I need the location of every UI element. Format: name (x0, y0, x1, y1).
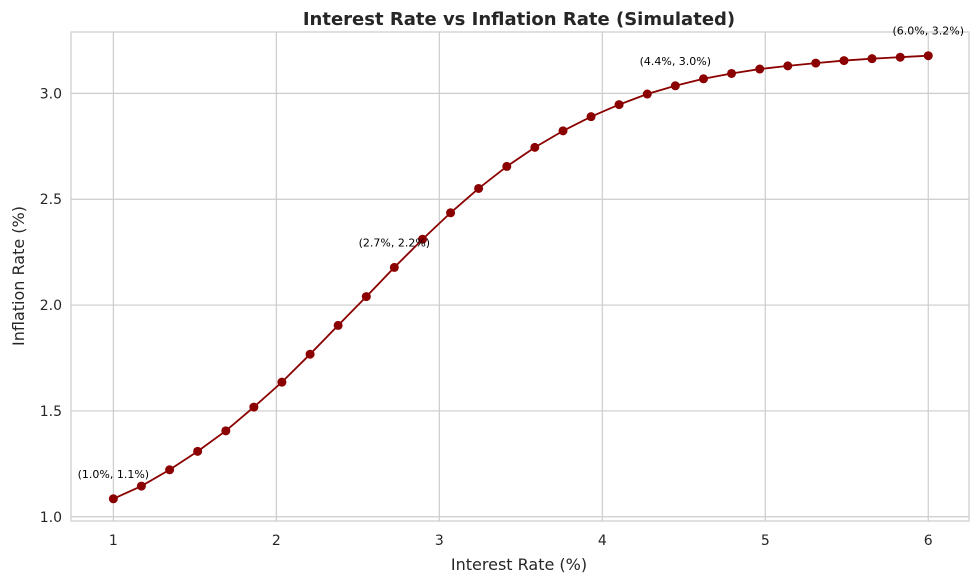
data-point (642, 89, 652, 99)
point-annotation: (6.0%, 3.2%) (893, 25, 964, 38)
series-line (112, 54, 929, 500)
data-point (530, 142, 540, 152)
data-point (727, 68, 737, 78)
data-point (333, 320, 343, 330)
x-tick-label: 3 (435, 533, 444, 549)
data-point (249, 402, 259, 412)
data-point (165, 465, 175, 475)
y-tick-label: 2.5 (40, 192, 62, 208)
data-point (783, 61, 793, 71)
annotations: (1.0%, 1.1%) (2.7%, 2.2%) (4.4%, 3.0%) (6.0… (78, 25, 964, 481)
x-axis-ticks: 1 2 3 4 5 6 (109, 533, 933, 549)
data-point (277, 377, 287, 387)
data-point (418, 234, 428, 244)
data-point (389, 262, 399, 272)
data-point (108, 494, 118, 504)
x-tick-label: 6 (924, 533, 933, 549)
data-point (811, 58, 821, 68)
data-point (867, 54, 877, 64)
grid (71, 32, 969, 521)
chart-title: Interest Rate vs Inflation Rate (Simulat… (303, 9, 735, 30)
y-tick-label: 3.0 (40, 86, 62, 102)
data-point (614, 100, 624, 110)
data-point (221, 426, 231, 436)
data-point (305, 349, 315, 359)
y-tick-label: 2.0 (40, 298, 62, 314)
data-point (193, 446, 203, 456)
data-point (755, 64, 765, 74)
x-tick-label: 5 (761, 533, 770, 549)
x-tick-label: 2 (272, 533, 281, 549)
plot-frame (70, 31, 970, 522)
data-point (670, 81, 680, 91)
data-point (361, 292, 371, 302)
x-tick-label: 1 (109, 533, 118, 549)
y-tick-label: 1.5 (40, 404, 62, 420)
point-annotation: (4.4%, 3.0%) (640, 55, 711, 68)
x-tick-label: 4 (598, 533, 607, 549)
data-point (699, 74, 709, 84)
point-annotation: (1.0%, 1.1%) (78, 468, 149, 481)
data-point (446, 208, 456, 218)
x-axis-label: Interest Rate (%) (451, 555, 587, 574)
point-annotation: (2.7%, 2.2%) (359, 236, 430, 249)
data-point (923, 51, 933, 61)
data-point (502, 161, 512, 171)
y-axis-label: Inflation Rate (%) (9, 206, 28, 346)
data-point (474, 183, 484, 193)
y-tick-label: 1.0 (40, 510, 62, 526)
data-point (839, 56, 849, 66)
data-point (558, 126, 568, 136)
data-point (136, 481, 146, 491)
data-point (895, 52, 905, 62)
y-axis-ticks: 1.0 1.5 2.0 2.5 3.0 (40, 86, 62, 525)
data-point (586, 112, 596, 122)
series (108, 51, 933, 504)
